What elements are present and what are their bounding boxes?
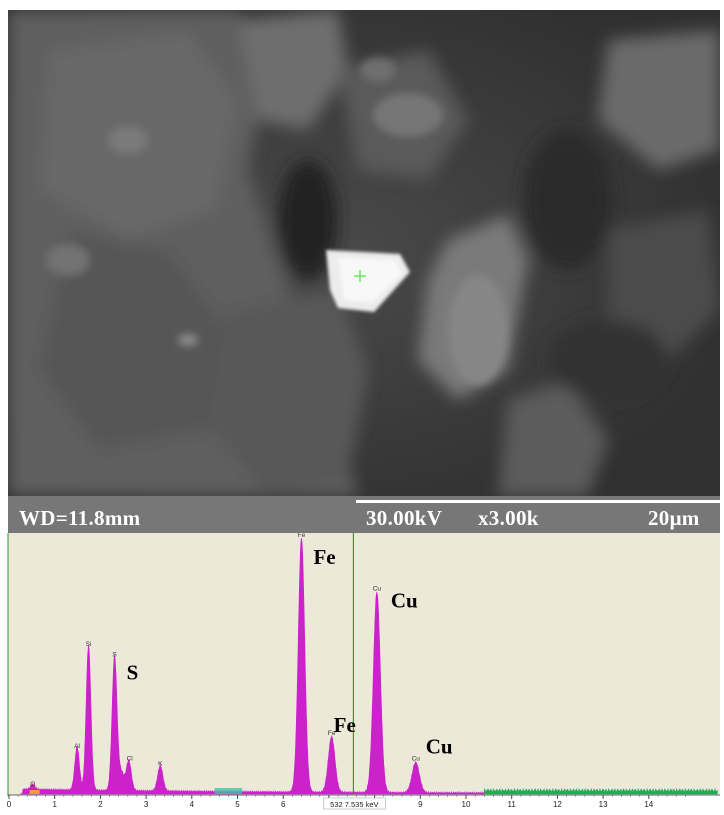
peak-small-label: O	[30, 781, 35, 788]
peak-small-label: Cu	[412, 756, 421, 763]
x-tick-label: 0	[7, 800, 12, 809]
scale-bar-line	[356, 500, 720, 503]
eds-spectrum-chart: 01234567891011121314532 7.535 keVOAlSiSC…	[0, 532, 724, 810]
x-tick-label: 5	[235, 800, 240, 809]
x-tick-label: 12	[553, 800, 562, 809]
accelerating-voltage-label: 30.00kV	[366, 506, 443, 530]
scale-length-label: 20μm	[648, 506, 700, 530]
x-tick-label: 6	[281, 800, 286, 809]
sem-info-bar: WD=11.8mm 30.00kV x3.00k 20μm	[8, 496, 720, 533]
peak-small-label: S	[112, 651, 117, 658]
cursor-readout-box	[323, 797, 386, 810]
highlight-region	[214, 788, 243, 794]
x-tick-label: 9	[418, 800, 423, 809]
x-tick-label: 13	[599, 800, 608, 809]
peak-small-label: Fe	[298, 533, 306, 539]
peak-small-label: K	[158, 761, 163, 768]
peak-element-label: Fe	[334, 713, 356, 737]
x-tick-label: 14	[644, 800, 653, 809]
x-tick-label: 10	[462, 800, 471, 809]
x-tick-label: 4	[190, 800, 195, 809]
peak-element-label: S	[127, 660, 139, 684]
sem-image	[8, 10, 720, 496]
spectrum-tail-area	[483, 787, 718, 795]
spectrum-area	[20, 537, 485, 795]
peak-element-label: Fe	[313, 545, 335, 569]
x-tick-label: 3	[144, 800, 149, 809]
oxygen-marker	[29, 790, 40, 794]
peak-element-label: Cu	[426, 735, 453, 759]
peak-small-label: Cu	[373, 585, 382, 592]
x-tick-label: 1	[52, 800, 57, 809]
plot-background	[8, 533, 720, 795]
spectrum-svg: 01234567891011121314532 7.535 keVOAlSiSC…	[7, 532, 720, 810]
peak-small-label: Al	[74, 743, 80, 750]
sem-micrograph	[8, 10, 720, 496]
peak-small-label: Cl	[127, 756, 134, 763]
magnification-label: x3.00k	[478, 506, 539, 530]
peak-element-label: Cu	[391, 588, 418, 612]
crosshair-icon	[354, 270, 366, 282]
peak-small-label: Si	[86, 641, 92, 648]
cursor-readout: 532 7.535 keV	[330, 800, 378, 809]
working-distance-label: WD=11.8mm	[19, 506, 141, 530]
x-tick-label: 2	[98, 800, 103, 809]
peak-small-label: Fe	[328, 730, 336, 737]
x-tick-label: 11	[508, 800, 517, 809]
